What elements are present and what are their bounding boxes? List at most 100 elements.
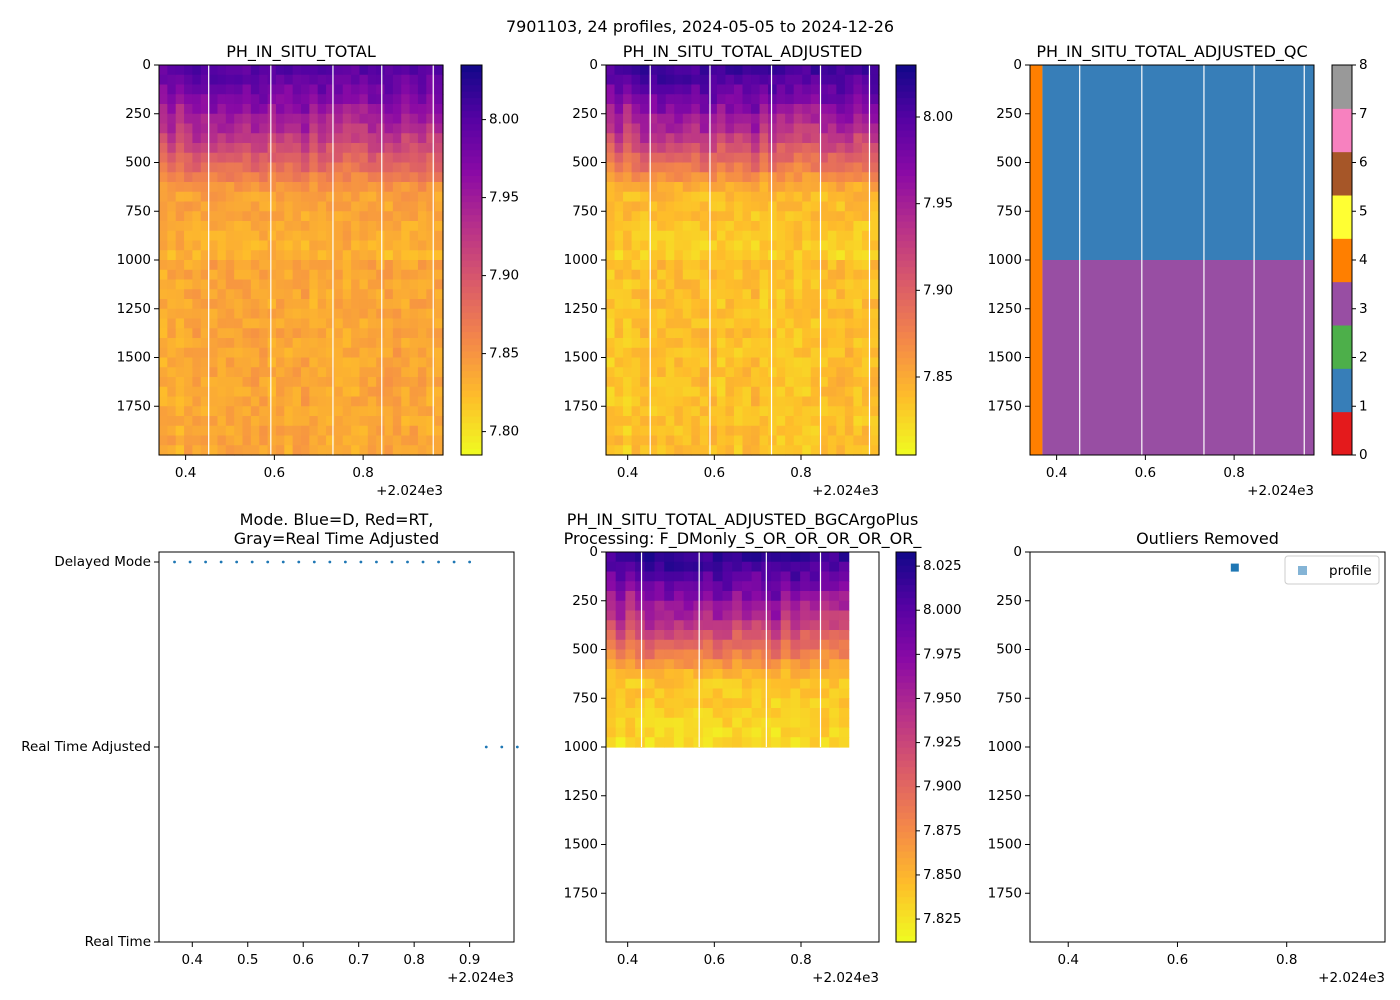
colorbar-segment [896,766,916,774]
heatmap-cell [309,250,319,261]
heatmap-cell [819,396,829,407]
heatmap-cell [725,338,735,349]
heatmap-cell [751,308,761,320]
colorbar-segment [896,435,916,443]
heatmap-cell [334,123,344,134]
colorbar-segment [461,416,482,424]
heatmap-cell [292,182,302,193]
heatmap-cell [200,308,210,320]
heatmap-cell [184,367,194,378]
heatmap-cell [648,289,658,300]
heatmap-cell [192,221,202,232]
heatmap-cell [292,133,302,144]
heatmap-cell [275,318,285,329]
heatmap-cell [708,425,718,437]
colorbar-segment [461,175,482,183]
heatmap-cell [342,191,352,203]
heatmap-cell [853,328,863,339]
heatmap-cell [426,143,436,154]
heatmap-cell [712,659,724,670]
colorbar-segment [896,409,916,417]
heatmap-cell [648,377,658,388]
heatmap-cell [742,269,752,281]
heatmap-cell [401,211,411,222]
heatmap-cell [326,445,336,456]
colorbar-segment [461,260,482,268]
heatmap-cell [192,299,202,310]
heatmap-cell [654,561,665,573]
heatmap-cell [768,240,778,251]
colorbar-segment [896,383,916,391]
heatmap-cell [615,659,627,670]
heatmap-cell [708,279,718,290]
heatmap-cell [392,65,402,76]
heatmap-cell [793,201,803,212]
heatmap-cell [359,74,369,86]
heatmap-cell [292,162,302,173]
heatmap-cell [217,113,227,125]
y-tick-label: 750 [572,690,598,706]
heatmap-cell [691,191,701,203]
heatmap-cell [159,172,168,183]
heatmap-cell [751,191,761,203]
heatmap-cell [664,659,675,670]
colorbar-segment [896,708,916,716]
heatmap-cell [409,269,419,281]
heatmap-cell [242,104,252,115]
colorbar-tick-label: 8.00 [923,109,953,125]
heatmap-cell [292,289,302,300]
heatmap-cell [742,308,752,320]
heatmap-cell [175,84,185,95]
heatmap-cell [785,182,795,193]
heatmap-cell [284,230,294,242]
heatmap-cell [722,698,733,709]
heatmap-cell [614,143,624,154]
heatmap-cell [184,425,194,437]
heatmap-cell [159,94,168,105]
heatmap-cell [870,143,880,154]
heatmap-cell [184,240,194,251]
colorbar-segment [896,825,916,833]
mode-point [390,560,394,564]
heatmap-cell [827,279,837,290]
heatmap-cell [225,416,235,427]
heatmap-cell [159,279,168,290]
heatmap-cell [317,230,327,242]
heatmap-cell [417,338,427,349]
heatmap-cell [209,74,219,86]
colorbar-segment [896,857,916,865]
heatmap-cell [615,737,627,748]
heatmap-cell [819,269,829,281]
heatmap-cell [326,406,336,417]
heatmap-cell [640,386,650,398]
heatmap-cell [242,269,252,281]
heatmap-cell [708,338,718,349]
heatmap-cell [175,308,185,320]
heatmap-cell [673,649,685,660]
heatmap-cell [827,123,837,134]
heatmap-cell [751,425,761,437]
heatmap-cell [275,211,285,222]
heatmap-cell [426,201,436,212]
heatmap-cell [725,143,735,154]
heatmap-cell [334,279,344,290]
heatmap-cell [359,338,369,349]
heatmap-cell [741,698,753,709]
heatmap-cell [827,357,837,368]
mode-point [515,745,519,749]
heatmap-cell [292,240,302,251]
heatmap-cell [334,347,344,359]
heatmap-cell [359,123,369,134]
heatmap-cell [225,104,235,115]
heatmap-cell [225,328,235,339]
heatmap-cell [217,416,227,427]
heatmap-cell [392,308,402,320]
heatmap-cell [367,269,377,281]
heatmap-cell [192,357,202,368]
heatmap-cell [836,367,846,378]
heatmap-cell [657,230,667,242]
heatmap-cell [392,182,402,193]
heatmap-cell [309,113,319,125]
heatmap-cell [819,571,830,582]
heatmap-cell [751,338,761,349]
